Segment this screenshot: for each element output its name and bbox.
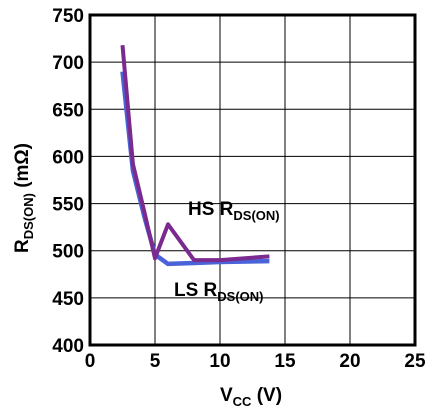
data-series xyxy=(120,45,270,267)
ls-label-main: LS R xyxy=(174,280,218,301)
y-axis-title: RDS(ON) (mΩ) xyxy=(12,143,36,253)
x-tick-label: 10 xyxy=(209,351,230,372)
x-tick-label: 0 xyxy=(85,351,96,372)
y-axis-title-unit: (mΩ) xyxy=(12,143,33,193)
y-tick-label: 600 xyxy=(52,147,84,168)
ls-rdson-line xyxy=(120,71,270,267)
ls-series-label: LS RDS(ON) xyxy=(174,280,264,304)
x-tick-label: 20 xyxy=(339,351,360,372)
ls-label-sub: DS(ON) xyxy=(217,289,263,304)
hs-rdson-line xyxy=(120,45,270,263)
x-tick-label: 15 xyxy=(274,351,296,372)
x-axis-title-main: V xyxy=(220,385,233,406)
x-tick-label: 5 xyxy=(150,351,161,372)
x-axis-title-unit: (V) xyxy=(251,385,282,406)
y-tick-label: 400 xyxy=(52,336,84,357)
plot-frame xyxy=(88,13,417,347)
y-tick-label: 450 xyxy=(52,289,84,310)
y-tick-label: 750 xyxy=(52,6,84,27)
x-axis-title: VCC (V) xyxy=(220,385,282,409)
hs-label-sub: DS(ON) xyxy=(233,208,279,223)
y-tick-label: 500 xyxy=(52,242,84,263)
tick-labels: 0 5 10 15 20 25 400 450 500 550 600 650 700 750 xyxy=(52,6,426,372)
y-axis-title-sub: DS(ON) xyxy=(21,193,36,239)
x-tick-label: 25 xyxy=(404,351,426,372)
hs-label-main: HS R xyxy=(188,199,234,220)
y-tick-label: 550 xyxy=(52,195,84,216)
y-axis-title-main: R xyxy=(12,239,33,253)
y-tick-label: 700 xyxy=(52,53,84,74)
x-axis-title-sub: CC xyxy=(233,394,252,409)
y-tick-label: 650 xyxy=(52,100,84,121)
hs-series-label: HS RDS(ON) xyxy=(188,199,280,223)
